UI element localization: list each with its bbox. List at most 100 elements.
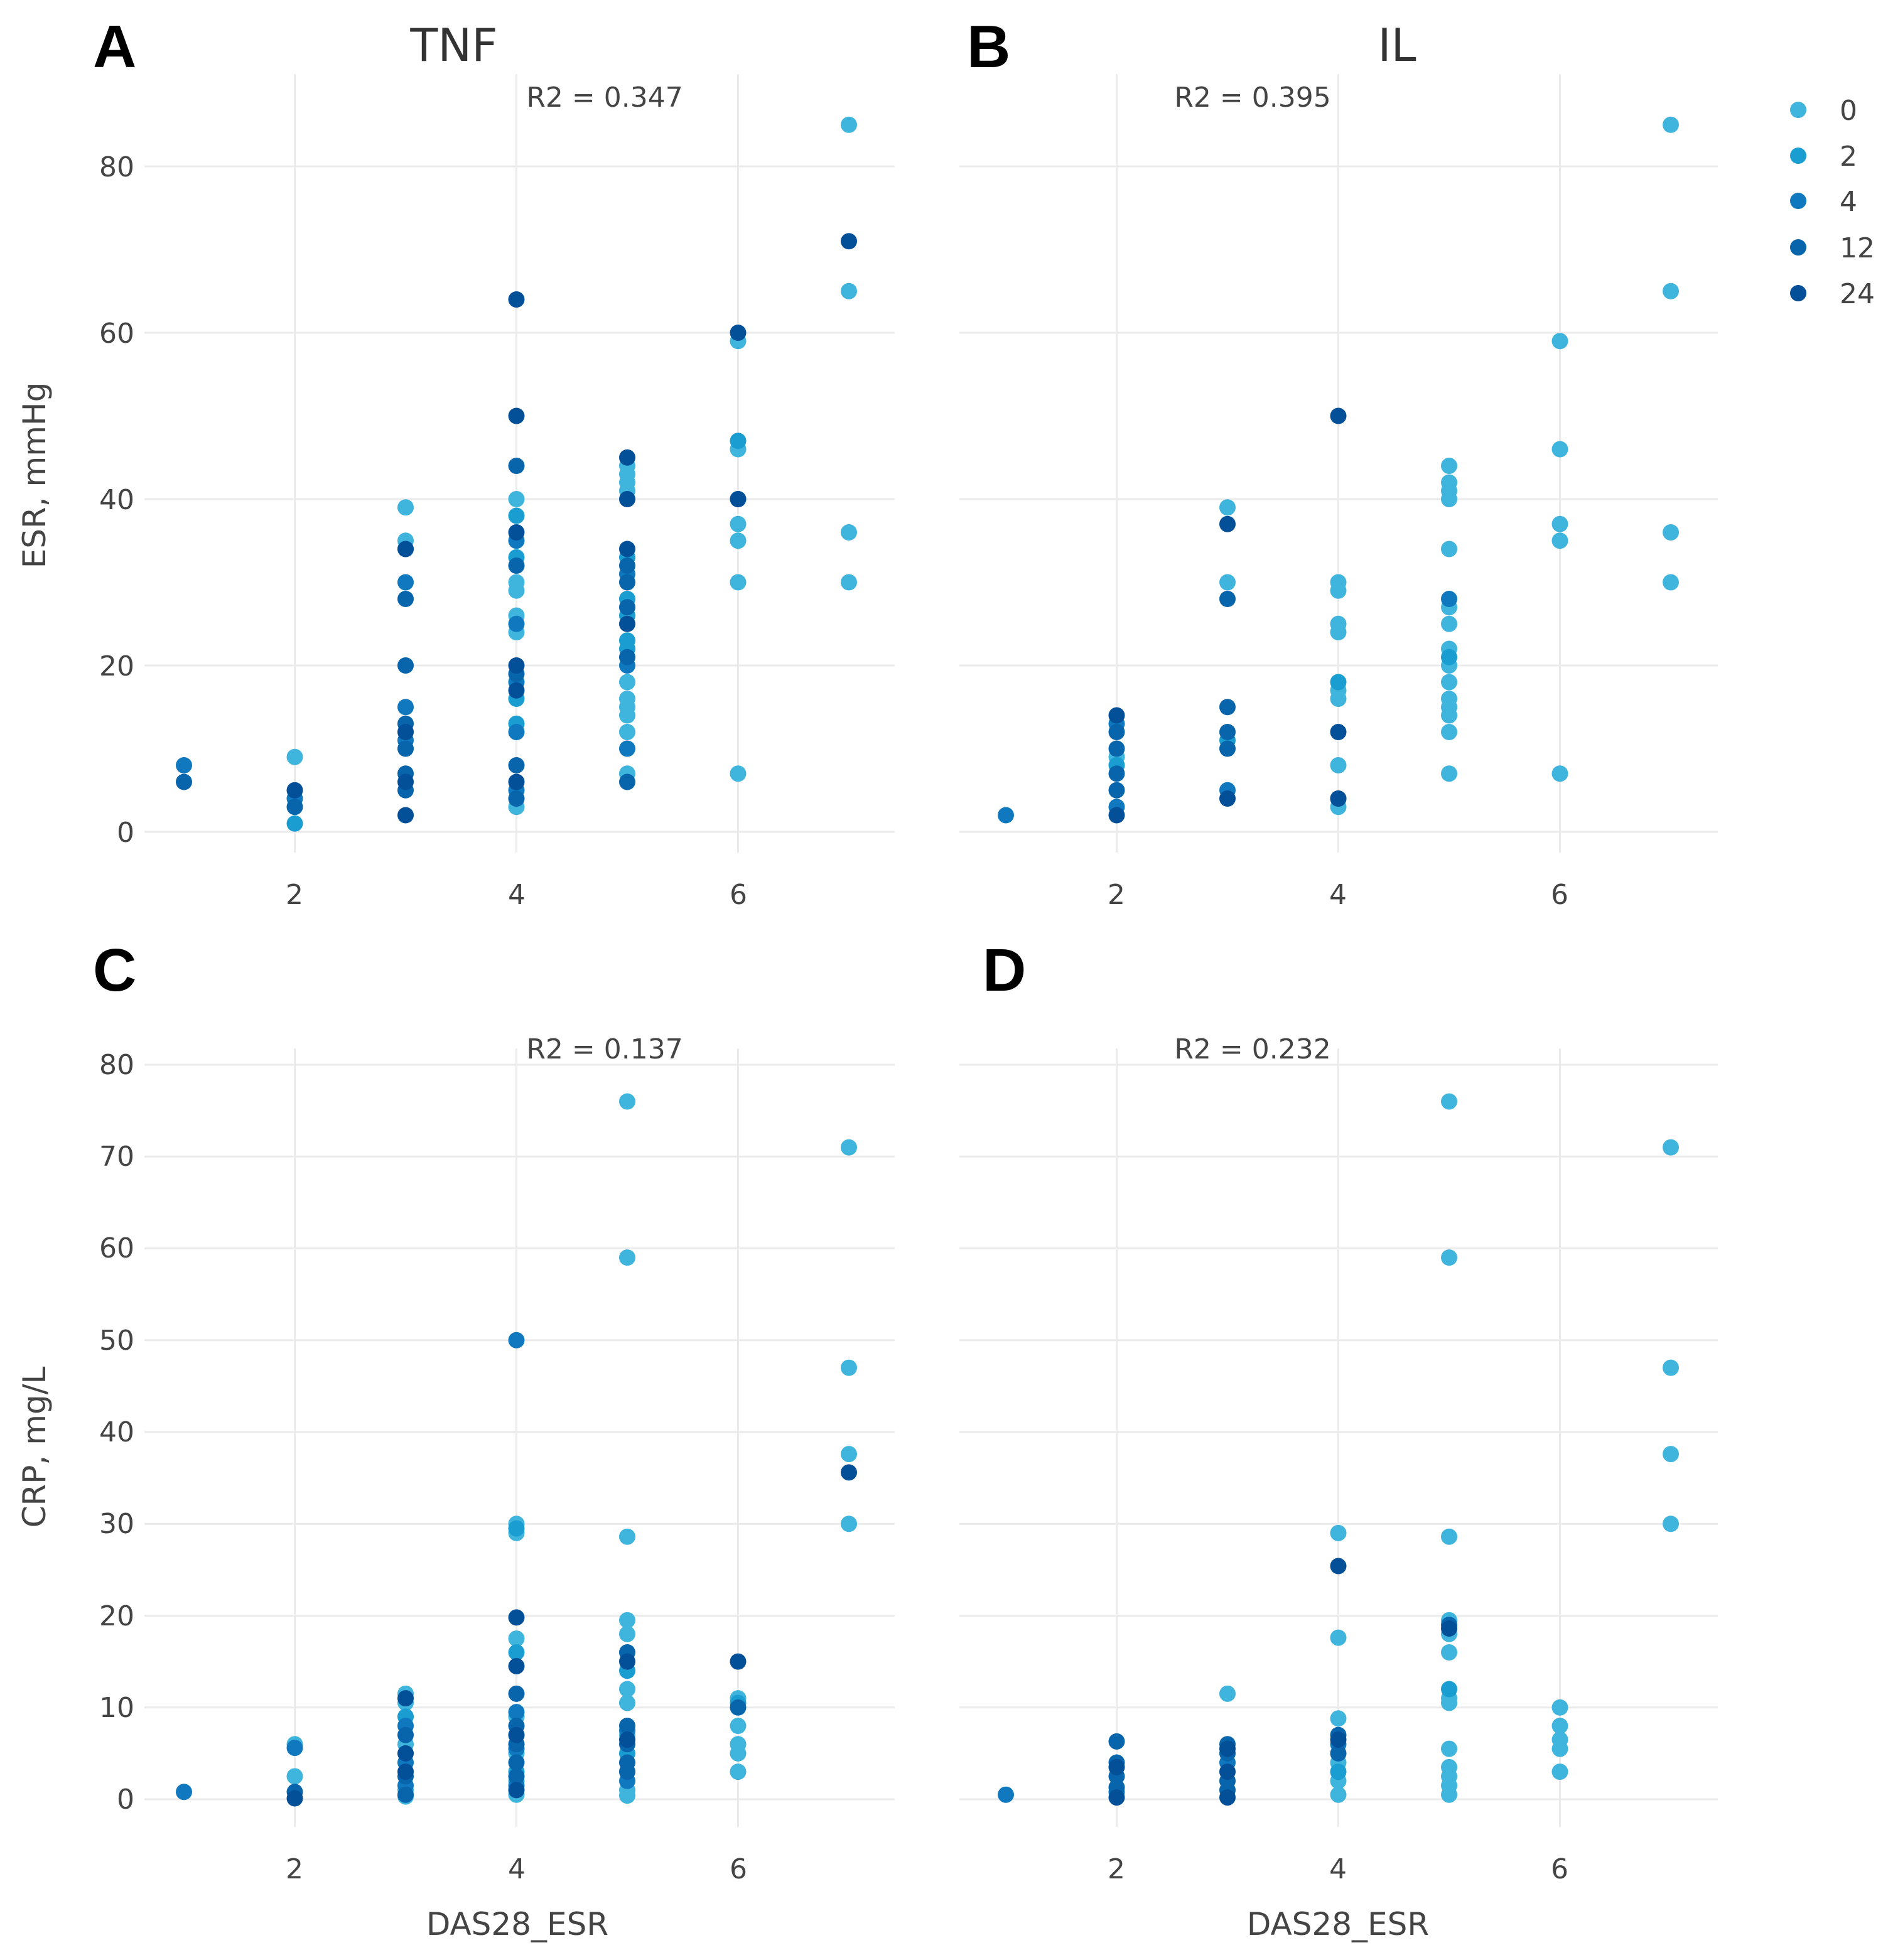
data-point: [1441, 591, 1457, 607]
data-point: [1330, 1558, 1347, 1575]
data-point: [1441, 765, 1457, 782]
data-point: [1330, 1731, 1347, 1748]
r2-annotation-c: R2 = 0.137: [526, 1033, 682, 1065]
series-2: [1108, 649, 1457, 773]
data-point: [1441, 1740, 1457, 1757]
data-point: [1441, 1249, 1457, 1266]
data-point: [619, 649, 635, 665]
data-point: [1441, 674, 1457, 691]
data-point: [619, 1681, 635, 1698]
data-point: [508, 1754, 525, 1771]
data-point: [619, 449, 635, 466]
data-point: [1330, 790, 1347, 807]
data-point: [397, 541, 414, 557]
legend-label-24: 24: [1840, 278, 1875, 310]
data-point: [730, 532, 747, 549]
data-point: [1330, 1524, 1347, 1541]
data-point: [508, 615, 525, 632]
y-tick-label-crp: 40: [99, 1416, 134, 1448]
x-tick-label: 4: [508, 879, 526, 911]
data-point: [508, 1657, 525, 1674]
data-point: [619, 491, 635, 507]
data-point: [1219, 1763, 1236, 1780]
x-tick-label: 2: [1108, 1853, 1125, 1885]
data-point: [619, 1625, 635, 1642]
data-point: [619, 740, 635, 757]
data-point: [1330, 1629, 1347, 1646]
data-point: [1330, 1763, 1347, 1780]
data-point: [619, 1731, 635, 1748]
data-point: [508, 682, 525, 699]
series-24: [1108, 407, 1347, 824]
data-point: [508, 657, 525, 674]
data-point: [508, 773, 525, 790]
data-point: [397, 1745, 414, 1762]
data-point: [508, 1726, 525, 1743]
data-point: [1551, 333, 1568, 350]
data-point: [1108, 765, 1125, 782]
x-tick-label: 2: [286, 1853, 303, 1885]
series-24: [286, 1464, 857, 1807]
data-point: [508, 557, 525, 574]
data-point: [1663, 1446, 1679, 1463]
data-point: [1663, 116, 1679, 133]
data-point: [508, 757, 525, 773]
data-point: [619, 541, 635, 557]
data-point: [619, 1249, 635, 1266]
legend-marker-4: [1790, 193, 1806, 209]
r2-annotation-d: R2 = 0.232: [1174, 1033, 1330, 1065]
data-point: [1108, 707, 1125, 724]
data-point: [1330, 674, 1347, 691]
y-tick-label-crp: 60: [99, 1232, 134, 1264]
data-point: [1551, 532, 1568, 549]
data-point: [841, 233, 857, 250]
data-point: [841, 1464, 857, 1481]
legend-label-0: 0: [1840, 95, 1857, 127]
data-point: [1330, 691, 1347, 707]
data-point: [508, 1332, 525, 1349]
y-tick-label-crp: 0: [117, 1784, 134, 1816]
panel-letter-a: A: [93, 13, 136, 80]
data-point: [286, 1790, 303, 1807]
data-point: [1219, 515, 1236, 532]
data-point: [619, 707, 635, 724]
data-point: [397, 1786, 414, 1803]
data-point: [397, 574, 414, 591]
legend-label-2: 2: [1840, 141, 1857, 173]
data-point: [730, 1745, 747, 1762]
x-tick-label: 6: [1551, 879, 1568, 911]
data-point: [1663, 1139, 1679, 1156]
data-point: [841, 283, 857, 299]
data-point: [841, 1359, 857, 1376]
x-tick-label: 4: [1329, 1853, 1347, 1885]
data-point: [1219, 499, 1236, 516]
data-point: [1108, 724, 1125, 740]
data-point: [619, 1653, 635, 1670]
series-12: [1108, 591, 1236, 799]
legend-marker-24: [1790, 285, 1806, 301]
data-point: [176, 773, 192, 790]
data-point: [1551, 441, 1568, 458]
data-point: [730, 515, 747, 532]
y-tick-label-crp: 20: [99, 1600, 134, 1632]
data-point: [1330, 1745, 1347, 1762]
data-point: [176, 1784, 192, 1801]
scatter-plot-b: [959, 74, 1718, 853]
x-axis-title-d: DAS28_ESR: [1247, 1906, 1429, 1942]
data-point: [1108, 1758, 1125, 1775]
x-tick-label: 2: [286, 879, 303, 911]
data-point: [1663, 1359, 1679, 1376]
data-point: [619, 724, 635, 740]
panel-letter-c: C: [93, 937, 136, 1004]
y-axis-title-crp: CRP, mg/L: [16, 1366, 53, 1527]
legend-label-12: 12: [1840, 232, 1875, 264]
y-tick-label-esr: 80: [99, 151, 134, 183]
data-point: [619, 557, 635, 574]
data-point: [508, 1768, 525, 1785]
data-point: [998, 1786, 1014, 1803]
series-2: [1330, 1681, 1457, 1780]
data-point: [508, 1782, 525, 1799]
data-point: [397, 773, 414, 790]
data-point: [841, 524, 857, 541]
r2-annotation-a: R2 = 0.347: [526, 82, 682, 114]
